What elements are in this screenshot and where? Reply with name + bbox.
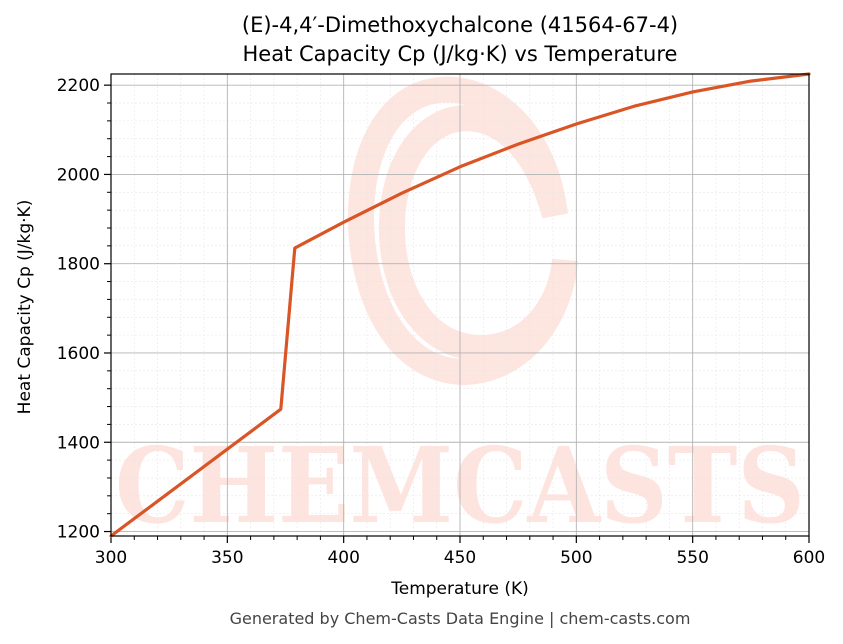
x-tick-label: 600 [793, 548, 825, 568]
y-tick-label: 1600 [57, 344, 100, 364]
x-tick-label: 400 [327, 548, 359, 568]
y-tick-label: 2200 [57, 76, 100, 96]
chart-subtitle: Heat Capacity Cp (J/kg·K) vs Temperature [243, 42, 678, 66]
tick-labels: 300 350 400 450 500 550 600 1200 1400 1600 1800 200… [57, 76, 825, 568]
footer-credit: Generated by Chem-Casts Data Engine | ch… [230, 609, 691, 628]
y-tick-label: 1800 [57, 255, 100, 275]
x-tick-label: 550 [676, 548, 708, 568]
watermark-swirl [348, 76, 578, 386]
axis-ticks [104, 84, 810, 543]
y-axis-label: Heat Capacity Cp (J/kg·K) [15, 200, 35, 415]
chart-title: (E)-4,4′-Dimethoxychalcone (41564-67-4) [242, 13, 678, 37]
y-tick-label: 1200 [57, 523, 100, 543]
x-tick-label: 500 [560, 548, 592, 568]
x-tick-label: 300 [95, 548, 127, 568]
x-tick-label: 350 [211, 548, 243, 568]
y-tick-label: 1400 [57, 433, 100, 453]
x-axis-label: Temperature (K) [390, 579, 529, 599]
heat-capacity-line [109, 72, 811, 538]
plot-frame [110, 73, 810, 537]
y-tick-label: 2000 [57, 165, 100, 185]
x-tick-label: 450 [444, 548, 476, 568]
